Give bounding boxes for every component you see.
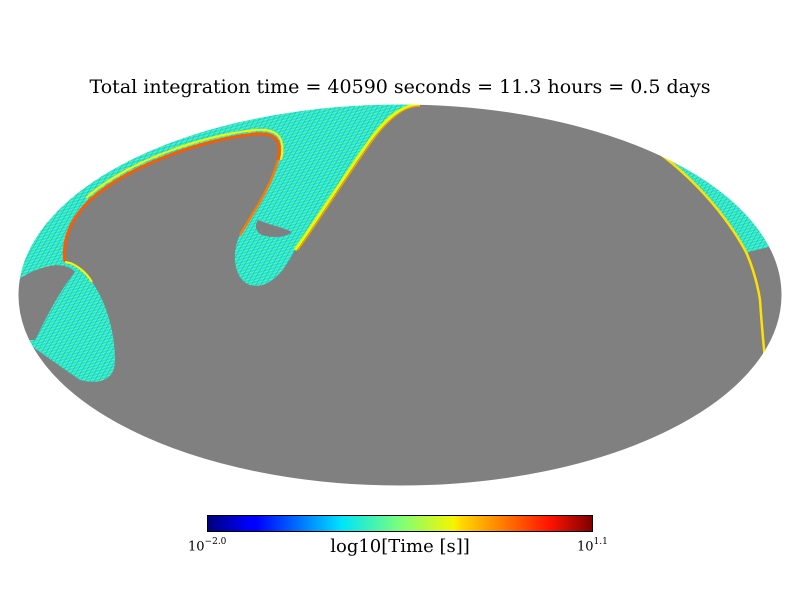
high-exposure-ridge-inner (297, 105, 421, 251)
map-title: Total integration time = 40590 seconds =… (89, 76, 711, 98)
colorbar-label: log10[Time [s]] (330, 536, 470, 557)
high-exposure-loop-edge (238, 159, 280, 236)
colorbar-max-tick: 101.1 (577, 537, 608, 555)
sky-border (17, 103, 783, 487)
colorbar-min-tick: 10−2.0 (188, 537, 227, 555)
high-exposure-west-edge (64, 261, 93, 283)
unobserved-region-loop (255, 220, 292, 237)
high-exposure-arc-north (62, 132, 281, 263)
high-exposure-ridge (293, 104, 421, 251)
colorbar (207, 515, 593, 532)
unobserved-region-west-notch (18, 265, 75, 340)
high-exposure-arc-north-yellow (85, 128, 284, 199)
